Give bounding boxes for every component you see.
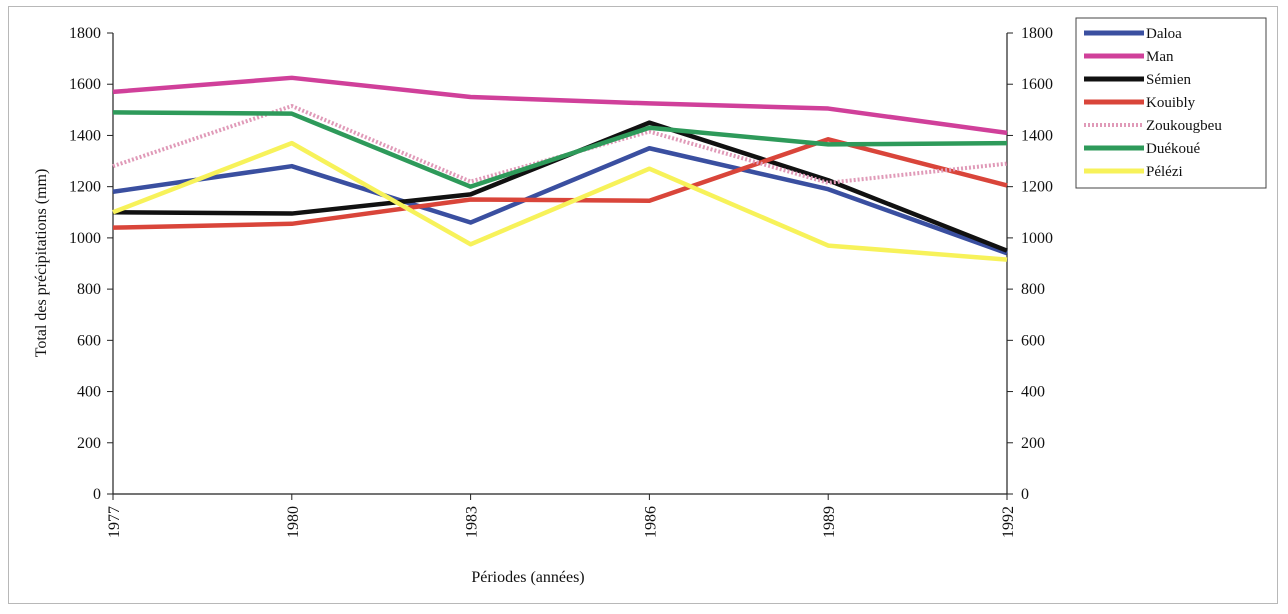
axes: [112, 33, 1008, 495]
y-tick-label-right: 400: [1021, 384, 1045, 401]
series: [112, 75, 1008, 262]
x-tick-label: 1980: [285, 506, 302, 538]
y-tick-label-left: 800: [77, 281, 101, 298]
ticks: 0 0 200 200 400 400 600 600 800 800 1000 1000 1200 12…: [69, 25, 1053, 538]
y-tick-label-left: 400: [77, 384, 101, 401]
legend-label: Sémien: [1146, 72, 1191, 88]
y-tick-label-right: 1000: [1021, 230, 1053, 247]
series-line-daloa: [112, 146, 1008, 256]
legend-label: Duékoué: [1146, 141, 1200, 157]
x-tick-label: 1992: [1000, 506, 1017, 538]
y-tick-label-left: 1600: [69, 76, 101, 93]
legend-box: [1075, 17, 1267, 189]
y-axis-title: Total des précipitations (mm): [33, 169, 50, 358]
y-tick-label-right: 1600: [1021, 76, 1053, 93]
legend: Daloa Man Sémien Kouibly Zoukougbeu Duékoué Pé…: [1075, 17, 1267, 189]
series-line-pélézi: [112, 140, 1008, 262]
series-line-man: [112, 75, 1008, 136]
legend-label: Zoukougbeu: [1146, 118, 1222, 134]
legend-label: Kouibly: [1146, 95, 1196, 111]
y-tick-label-left: 600: [77, 332, 101, 349]
x-tick-label: 1989: [821, 506, 838, 538]
y-tick-label-right: 1800: [1021, 25, 1053, 42]
series-line-duékoué: [112, 110, 1008, 189]
y-tick-label-left: 1800: [69, 25, 101, 42]
chart-frame: [8, 6, 1278, 604]
y-tick-label-left: 200: [77, 435, 101, 452]
legend-label: Daloa: [1146, 26, 1182, 42]
series-line-zoukougbeu: [112, 103, 1008, 185]
y-tick-label-right: 0: [1021, 486, 1029, 503]
y-tick-label-left: 1400: [69, 127, 101, 144]
y-tick-label-right: 200: [1021, 435, 1045, 452]
y-tick-label-right: 1200: [1021, 179, 1053, 196]
x-tick-label: 1986: [642, 506, 659, 538]
y-tick-label-left: 1200: [69, 179, 101, 196]
x-tick-label: 1983: [464, 506, 481, 538]
series-line-kouibly: [112, 137, 1008, 230]
x-tick-label: 1977: [106, 506, 123, 538]
y-tick-label-right: 800: [1021, 281, 1045, 298]
y-tick-label-left: 0: [93, 486, 101, 503]
legend-label: Pélézi: [1146, 164, 1183, 180]
y-tick-label-right: 600: [1021, 332, 1045, 349]
y-tick-label-left: 1000: [69, 230, 101, 247]
y-tick-label-right: 1400: [1021, 127, 1053, 144]
legend-label: Man: [1146, 49, 1174, 65]
x-axis-title: Périodes (années): [471, 569, 584, 586]
